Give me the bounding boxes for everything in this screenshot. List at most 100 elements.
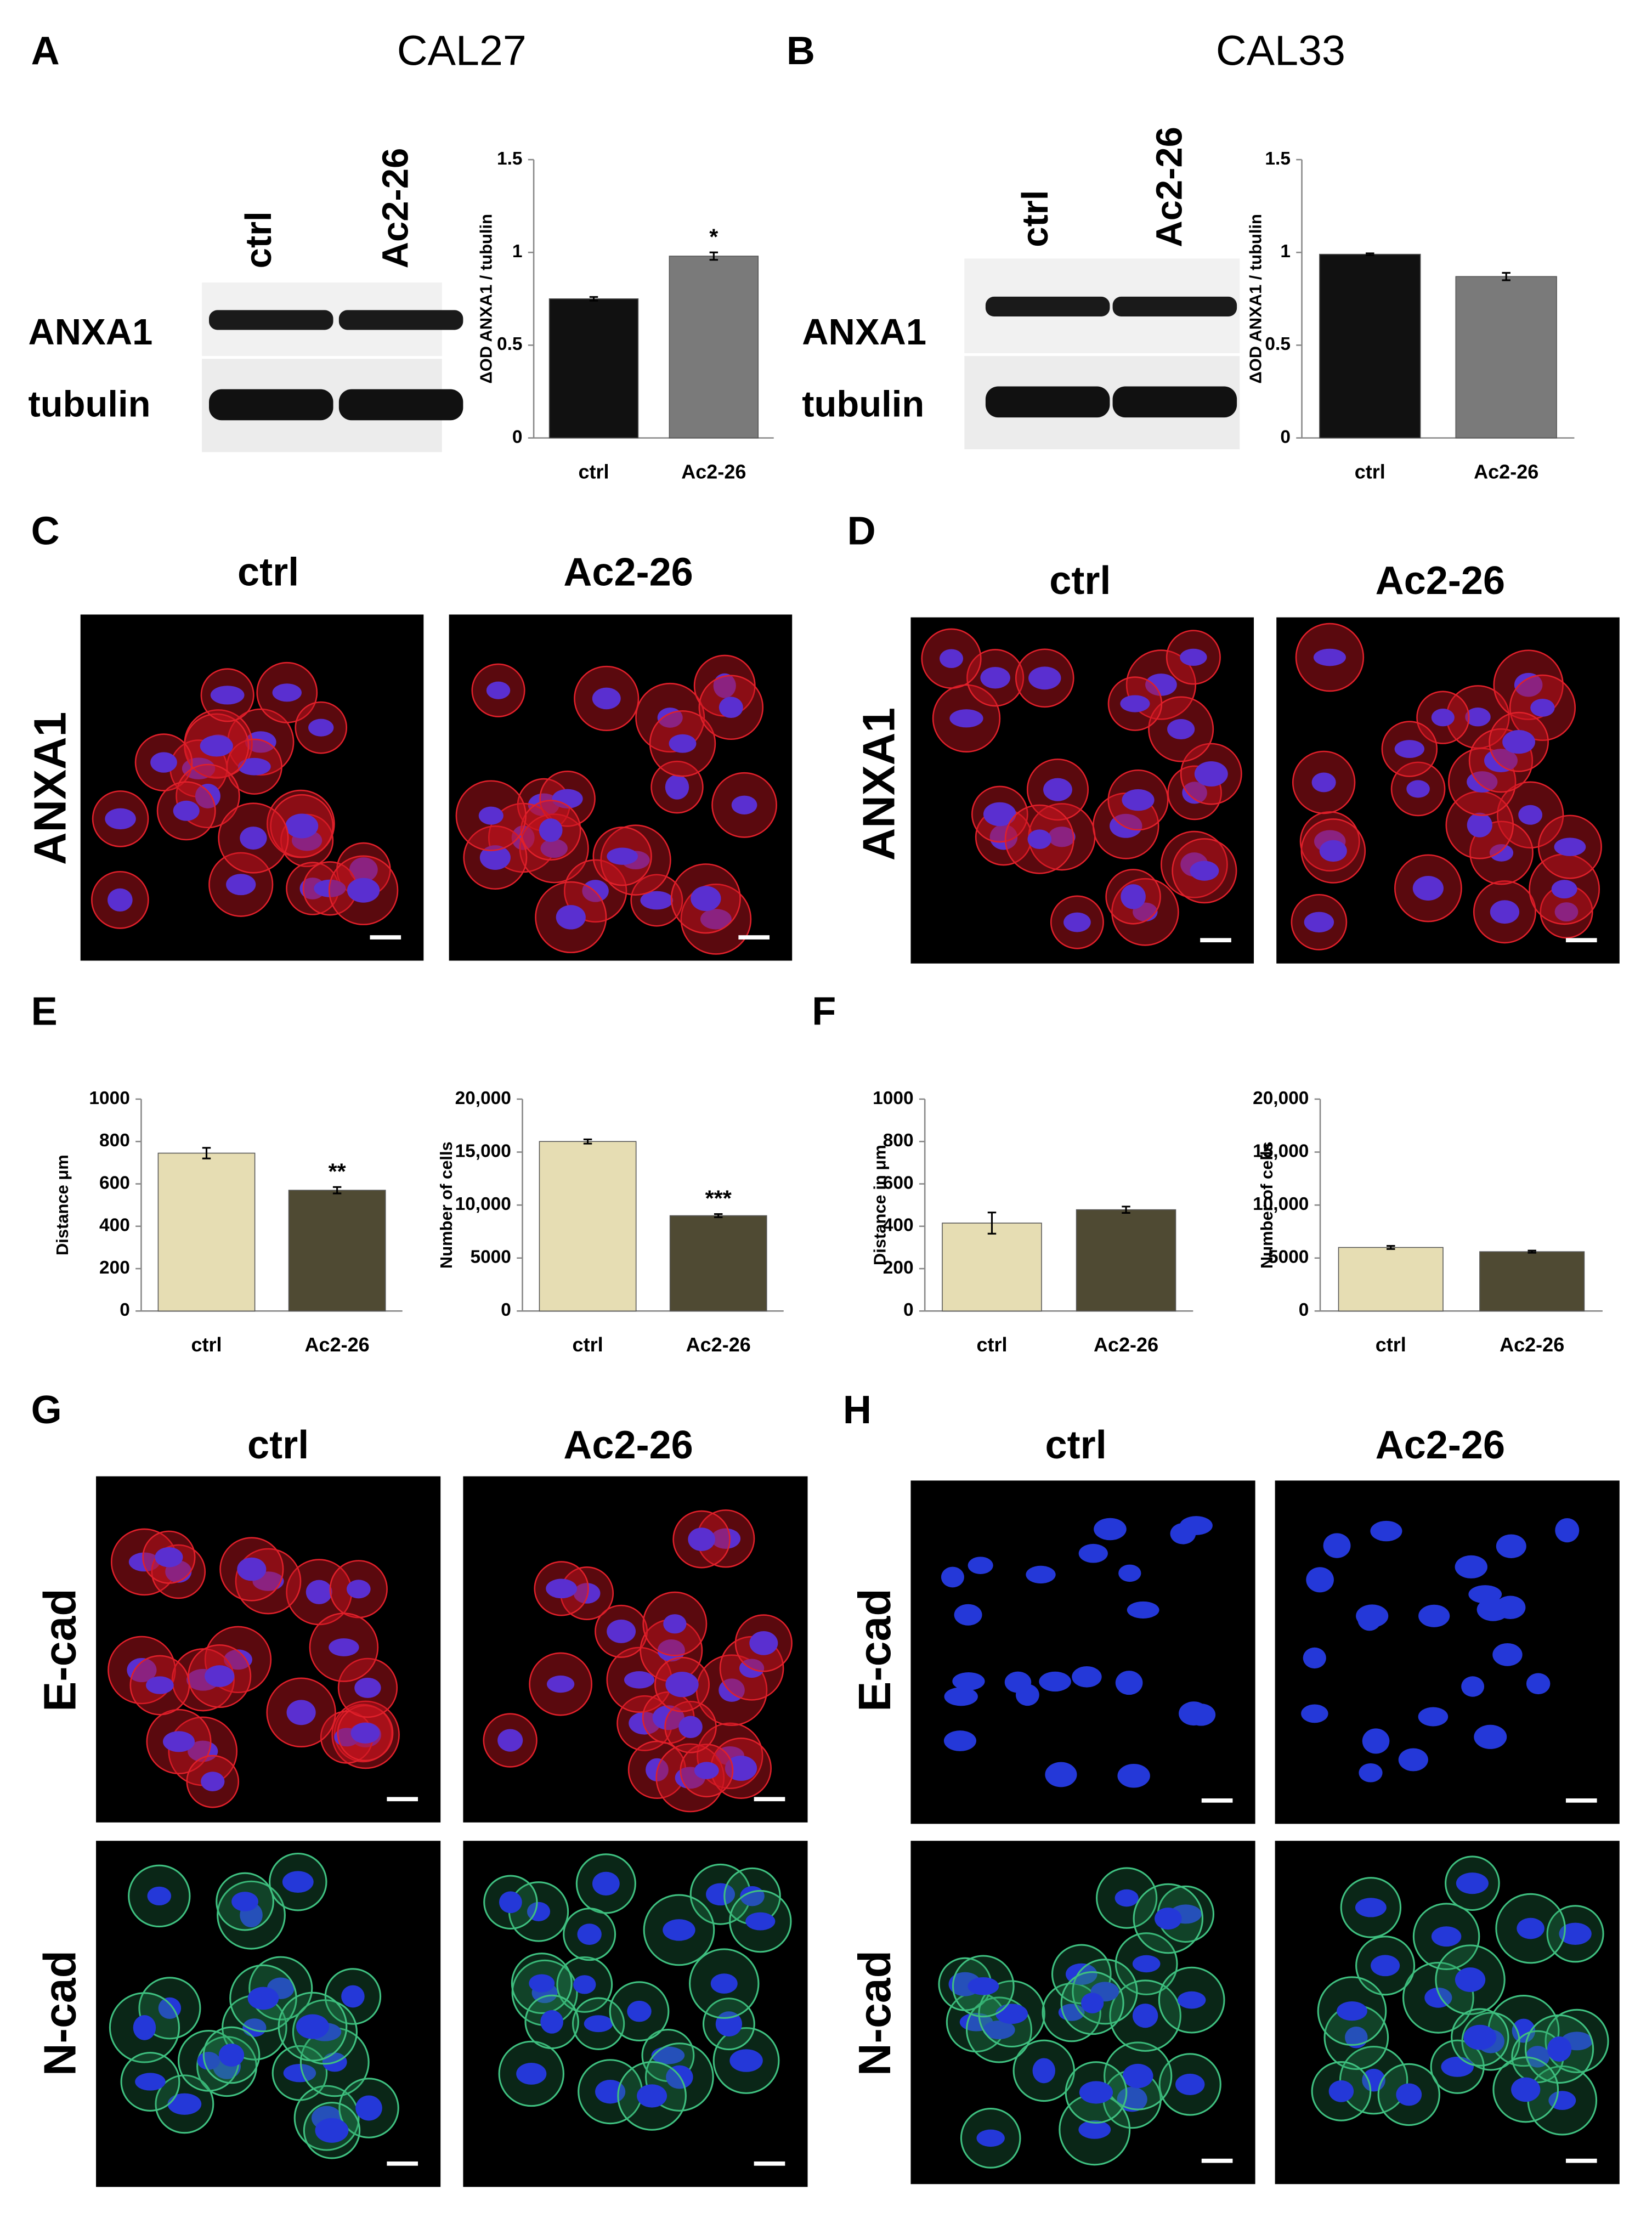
nucleus xyxy=(1502,730,1536,754)
nucleus xyxy=(624,1671,655,1689)
nucleus xyxy=(1194,761,1228,787)
nucleus xyxy=(949,709,983,728)
nucleus xyxy=(150,752,177,773)
nucleus xyxy=(706,1883,736,1906)
nucleus xyxy=(1117,2086,1147,2112)
nucleus xyxy=(349,857,378,882)
y-tick-label: 1 xyxy=(512,241,523,262)
bar xyxy=(669,256,759,439)
y-tick-label: 400 xyxy=(99,1215,130,1236)
y-tick-label: 0.5 xyxy=(497,334,523,354)
nucleus xyxy=(1079,2081,1113,2104)
nucleus xyxy=(663,1614,687,1634)
nucleus xyxy=(573,1583,601,1604)
blot-band xyxy=(1112,386,1237,418)
scale-bar xyxy=(738,935,770,940)
nucleus xyxy=(1337,2001,1367,2021)
nucleus xyxy=(147,1886,172,1906)
nucleus xyxy=(1431,1926,1462,1947)
column-label: Ac2-26 xyxy=(563,1423,693,1467)
y-tick-label: 1.5 xyxy=(1265,149,1291,169)
y-tick-label: 20,000 xyxy=(455,1088,511,1108)
nucleus xyxy=(700,909,732,930)
nucleus xyxy=(1072,1666,1102,1688)
error-bar xyxy=(1122,1206,1130,1214)
nucleus xyxy=(1043,778,1072,801)
nucleus xyxy=(665,1672,699,1698)
x-tick-label: ctrl xyxy=(191,1333,222,1356)
error-bar xyxy=(1366,252,1374,256)
panel-letter: C xyxy=(31,510,60,553)
nucleus xyxy=(943,1730,977,1751)
blot-band xyxy=(209,389,333,421)
nucleus xyxy=(731,795,757,814)
nucleus xyxy=(1127,1601,1159,1619)
nucleus xyxy=(952,1672,985,1690)
significance: * xyxy=(709,224,718,249)
column-label: ctrl xyxy=(237,550,299,594)
nucleus xyxy=(691,886,721,912)
nucleus xyxy=(272,683,302,702)
nucleus xyxy=(678,1716,703,1739)
panel-letter: A xyxy=(31,29,60,73)
nucleus xyxy=(940,649,964,669)
blot-lane-label: ctrl xyxy=(238,211,279,268)
nucleus xyxy=(1122,789,1155,811)
panel-letter: D xyxy=(847,510,876,553)
nucleus xyxy=(237,757,271,776)
scale-bar xyxy=(754,2161,785,2166)
y-axis-label: Distance μm xyxy=(53,1155,72,1255)
micrograph xyxy=(910,1480,1255,1824)
nucleus xyxy=(1117,1763,1150,1788)
nucleus xyxy=(1431,708,1455,727)
x-tick-label: ctrl xyxy=(573,1333,603,1356)
nucleus xyxy=(1311,772,1336,793)
panel-letter: E xyxy=(31,989,58,1033)
x-tick-label: Ac2-26 xyxy=(686,1333,751,1356)
nucleus xyxy=(1182,782,1207,804)
nucleus xyxy=(347,878,380,903)
panel-letter: B xyxy=(787,29,815,73)
error-bar xyxy=(709,251,718,261)
nucleus xyxy=(1114,1889,1139,1907)
bar xyxy=(1479,1251,1585,1312)
nucleus xyxy=(1304,912,1334,933)
nucleus xyxy=(1175,2073,1205,2096)
nucleus xyxy=(584,2015,613,2033)
nucleus xyxy=(1145,674,1177,696)
nucleus xyxy=(286,1700,316,1725)
nucleus xyxy=(1412,876,1444,901)
nucleus xyxy=(354,1677,381,1698)
y-tick-label: 5000 xyxy=(470,1247,511,1268)
scale-bar xyxy=(754,1797,785,1802)
nucleus xyxy=(499,1891,522,1914)
nucleus xyxy=(226,874,256,896)
nucleus xyxy=(305,1580,332,1604)
y-tick-label: 5000 xyxy=(1268,1247,1309,1268)
scale-bar xyxy=(1565,1798,1597,1803)
nucleus xyxy=(651,2046,685,2064)
nucleus xyxy=(1551,880,1577,899)
significance: ** xyxy=(329,1158,346,1184)
nucleus xyxy=(231,1892,258,1911)
nucleus xyxy=(285,813,319,839)
y-tick-label: 0 xyxy=(120,1300,130,1320)
nucleus xyxy=(528,793,559,817)
nucleus xyxy=(1078,2120,1111,2139)
column-label: Ac2-26 xyxy=(1376,1423,1505,1467)
nucleus xyxy=(640,891,674,910)
error-bar xyxy=(1527,1249,1536,1254)
nucleus xyxy=(1132,2004,1158,2028)
nucleus xyxy=(329,1638,359,1656)
bar xyxy=(1076,1209,1176,1312)
y-tick-label: 10,000 xyxy=(1253,1194,1309,1214)
nucleus xyxy=(1039,1671,1071,1692)
nucleus xyxy=(1554,838,1586,856)
error-bar xyxy=(202,1147,211,1159)
nucleus xyxy=(516,2063,547,2085)
nucleus xyxy=(1121,884,1146,909)
bar xyxy=(1319,253,1421,439)
nucleus xyxy=(582,880,609,902)
y-tick-label: 400 xyxy=(883,1215,914,1236)
nucleus xyxy=(1559,1922,1592,1945)
